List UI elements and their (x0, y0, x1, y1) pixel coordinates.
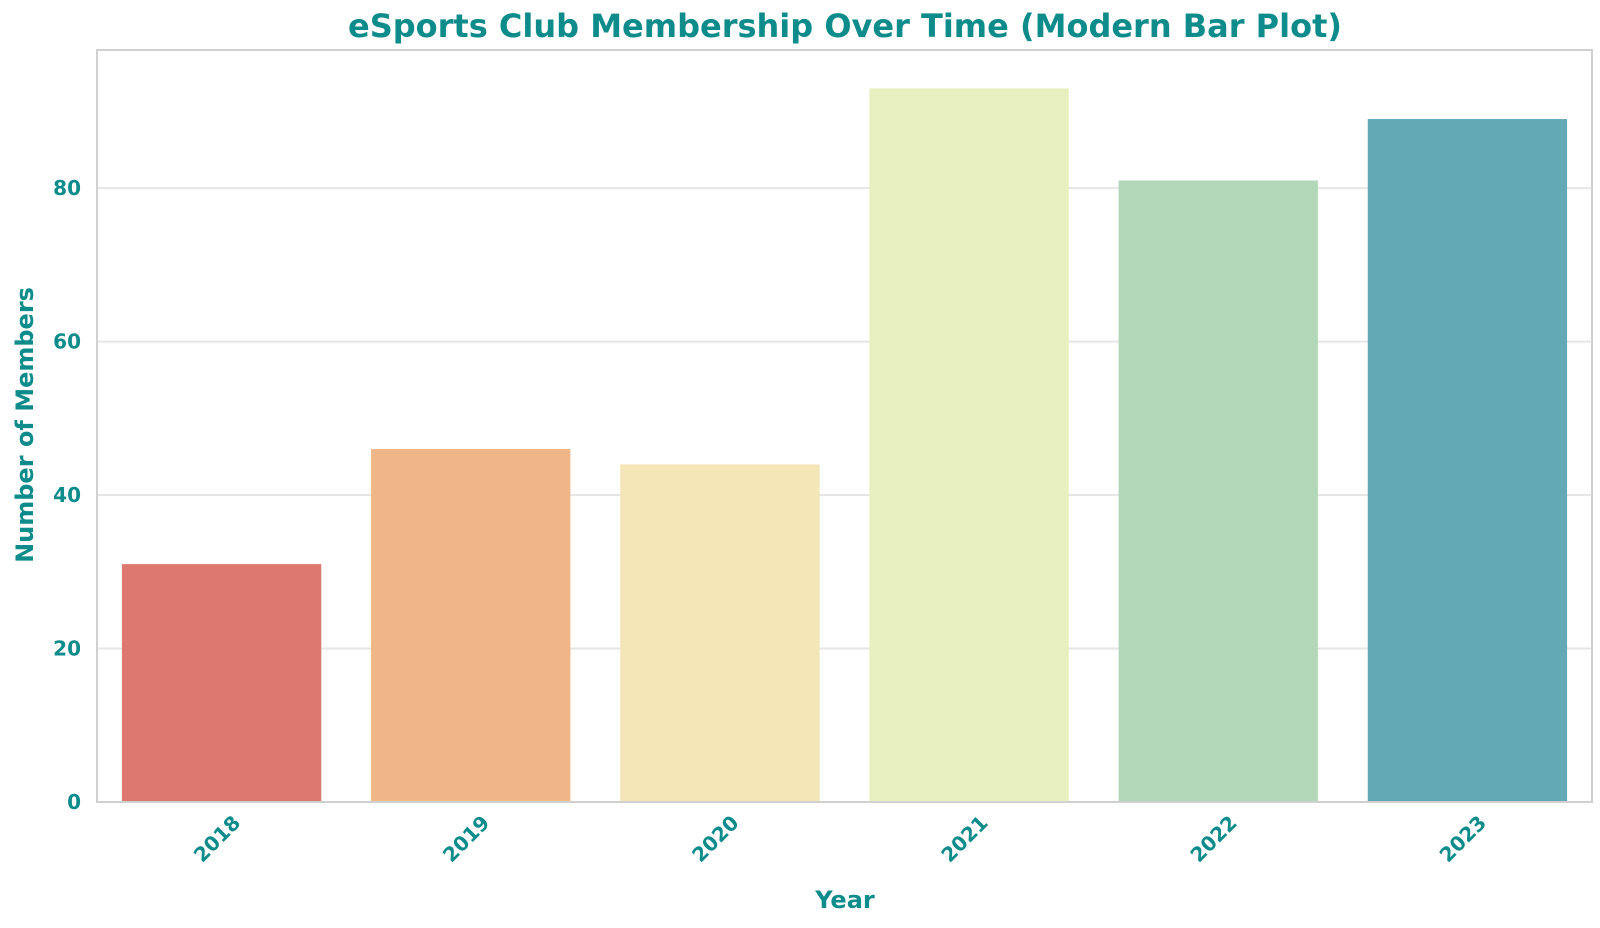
bar-2021 (869, 88, 1069, 802)
y-tick-label: 0 (67, 790, 81, 814)
y-tick-label: 40 (53, 483, 81, 507)
bar-2022 (1118, 180, 1318, 802)
grid-lines (97, 187, 1592, 650)
bar-2019 (371, 449, 571, 802)
bar-2020 (620, 464, 820, 802)
y-tick-label: 60 (53, 330, 81, 354)
x-tick-label: 2018 (189, 811, 245, 867)
y-tick-labels: 0 20 40 60 80 (53, 176, 81, 814)
bar-2018 (121, 564, 322, 802)
x-axis-label: Year (814, 886, 875, 914)
bar-2023 (1367, 119, 1568, 803)
y-tick-label: 20 (53, 637, 81, 661)
y-axis-label: Number of Members (11, 287, 39, 563)
x-tick-label: 2020 (687, 811, 743, 867)
x-tick-label: 2022 (1185, 811, 1241, 867)
x-tick-label: 2019 (438, 811, 494, 867)
plot-frame (96, 49, 1593, 803)
x-tick-labels: 2018 2019 2020 2021 2022 2023 (189, 811, 1491, 867)
y-tick-label: 80 (53, 176, 81, 200)
bars (121, 88, 1568, 803)
x-tick-label: 2023 (1435, 811, 1491, 867)
x-tick-label: 2021 (936, 811, 992, 867)
chart-title: eSports Club Membership Over Time (Moder… (348, 7, 1342, 45)
